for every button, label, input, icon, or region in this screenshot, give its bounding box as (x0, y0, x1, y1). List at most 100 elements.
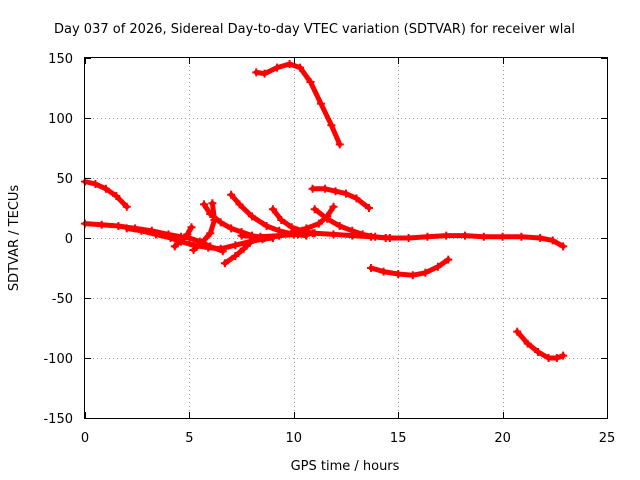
tick-layer (85, 58, 608, 419)
y-tick-label: 100 (48, 112, 73, 127)
x-axis-label: GPS time / hours (291, 459, 400, 474)
data-point (316, 99, 325, 108)
x-tick-label: 10 (286, 431, 303, 446)
data-point (371, 232, 380, 241)
data-point (335, 140, 344, 149)
data-point (296, 63, 305, 72)
data-point (536, 234, 545, 242)
data-point (479, 232, 488, 241)
data-point (367, 264, 376, 272)
data-point (252, 68, 261, 77)
series-arc-5 (513, 327, 568, 362)
series-arc-1 (252, 60, 344, 149)
x-tick-label: 20 (494, 431, 511, 446)
series-arc-3 (308, 184, 373, 212)
x-tick-label: 25 (599, 431, 616, 446)
data-point (197, 238, 206, 247)
data-point (206, 229, 215, 238)
y-tick-label: 150 (48, 52, 73, 67)
data-point (310, 205, 319, 214)
data-point (517, 232, 526, 241)
data-point (323, 214, 332, 223)
data-point (183, 230, 192, 239)
data-point (166, 234, 175, 242)
data-point (342, 189, 350, 198)
data-point (287, 223, 296, 232)
data-point (268, 205, 277, 214)
data-point (112, 192, 121, 200)
data-point (298, 226, 307, 235)
series-arc-2 (81, 177, 131, 211)
data-point (513, 327, 522, 336)
data-point (548, 236, 557, 245)
data-point (544, 354, 553, 362)
data-point (177, 236, 186, 245)
data-point (404, 234, 413, 242)
data-point (216, 218, 225, 227)
data-point (442, 231, 451, 240)
data-point (534, 348, 543, 356)
data-point (285, 60, 294, 68)
x-tick-label: 15 (390, 431, 407, 446)
data-point (231, 241, 240, 250)
data-point (444, 255, 453, 264)
x-tick-label: 0 (81, 431, 89, 446)
data-point (235, 200, 244, 209)
series-line (172, 224, 194, 249)
data-point (170, 242, 179, 251)
tick-label-layer: 0 5 10 15 20 25 -150 -100 -50 0 50 100 150 (43, 52, 615, 446)
data-point (552, 354, 561, 362)
data-point (394, 270, 403, 278)
data-point (248, 212, 257, 221)
y-tick-label: 0 (65, 232, 73, 247)
data-point (227, 190, 236, 199)
y-tick-label: -100 (43, 352, 73, 367)
data-point (239, 244, 248, 253)
data-point (348, 226, 357, 235)
data-point (379, 267, 388, 276)
series-arc-15 (268, 205, 317, 238)
series-arc-16 (310, 205, 390, 242)
data-point (122, 224, 131, 233)
data-point (308, 184, 317, 193)
data-point (237, 231, 246, 240)
data-point (260, 234, 269, 242)
data-point (101, 184, 110, 193)
data-point (204, 243, 213, 252)
data-point (327, 121, 336, 130)
data-point (329, 202, 338, 211)
data-point (352, 194, 361, 203)
data-point (461, 231, 470, 240)
data-point (122, 202, 131, 211)
data-point (273, 63, 282, 72)
data-point (208, 199, 217, 208)
data-point (227, 224, 236, 233)
data-point (358, 230, 367, 239)
data-point (408, 271, 417, 280)
y-tick-label: -150 (43, 412, 73, 427)
data-point (97, 220, 106, 229)
data-point (187, 223, 196, 232)
data-point (91, 180, 100, 188)
data-point (335, 222, 344, 230)
series-line (310, 186, 372, 211)
data-point (381, 234, 390, 242)
data-point (277, 216, 286, 224)
data-point (151, 230, 160, 239)
data-point (433, 262, 442, 271)
series-arc-8 (170, 223, 196, 251)
data-point (262, 222, 271, 230)
series-line (253, 61, 343, 147)
data-point (523, 339, 532, 348)
data-point (498, 232, 507, 241)
data-point (114, 222, 123, 230)
series-layer (81, 60, 568, 362)
data-point (245, 238, 254, 247)
data-point (231, 252, 240, 260)
data-point (206, 210, 215, 218)
data-point (200, 200, 209, 209)
data-point (260, 69, 269, 78)
series-arc-4 (367, 255, 453, 280)
data-point (559, 351, 568, 360)
